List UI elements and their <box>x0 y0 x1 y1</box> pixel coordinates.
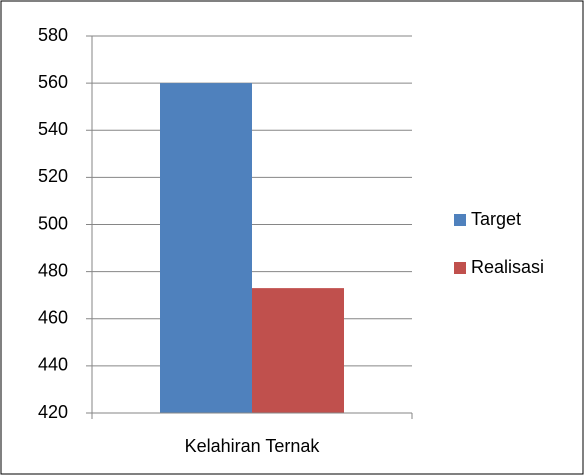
y-tick-label: 460 <box>38 308 68 328</box>
legend-swatch <box>454 214 466 226</box>
y-tick-label: 580 <box>38 25 68 45</box>
y-tick-label: 480 <box>38 260 68 280</box>
legend-label: Realisasi <box>471 257 544 277</box>
y-tick-label: 540 <box>38 119 68 139</box>
y-tick-label: 440 <box>38 355 68 375</box>
y-tick-label: 520 <box>38 166 68 186</box>
bar <box>252 288 344 413</box>
y-tick-label: 560 <box>38 72 68 92</box>
bar <box>160 83 252 413</box>
legend-label: Target <box>471 209 521 229</box>
y-tick-label: 420 <box>38 402 68 422</box>
legend-swatch <box>454 262 466 274</box>
y-tick-label: 500 <box>38 213 68 233</box>
x-tick-label: Kelahiran Ternak <box>185 436 321 456</box>
